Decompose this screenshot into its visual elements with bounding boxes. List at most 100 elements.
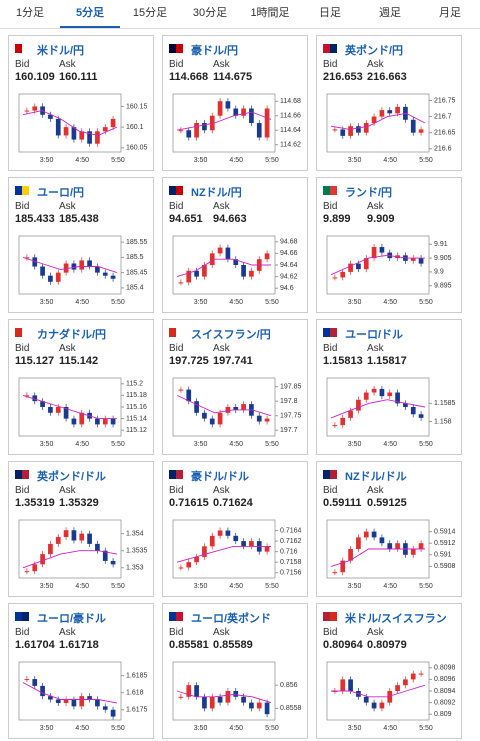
candle-body: [410, 119, 416, 133]
candle-body: [63, 407, 69, 419]
x-tick-label: 5:50: [111, 725, 125, 732]
tab[interactable]: 5分足: [60, 0, 120, 28]
ask-value: 185.438: [59, 213, 99, 225]
plot-frame: [172, 93, 276, 153]
currency-card[interactable]: NZドル/ドル Bid Ask 0.59111 0.59125 0.5914 0.5912 0…: [316, 461, 462, 597]
currency-card[interactable]: 米ドル/スイスフラン Bid Ask 0.80964 0.80979 0.8098 0.80…: [316, 603, 462, 739]
candle-body: [32, 679, 38, 686]
bid-value: 1.61704: [15, 639, 55, 651]
x-tick-label: 4:50: [383, 725, 397, 732]
x-tick-label: 5:50: [419, 299, 433, 306]
moving-average: [22, 550, 118, 569]
candle-body: [256, 123, 262, 138]
y-tick-label: 185.55: [126, 239, 148, 246]
flag: [15, 470, 29, 479]
y-tick-label: 9.895: [434, 283, 452, 290]
currency-card[interactable]: ランド/円 Bid Ask 9.899 9.909 9.91 9.905 9.9 9.895 3:…: [316, 177, 462, 313]
x-tick-label: 5:50: [419, 583, 433, 590]
bid-label: Bid: [323, 201, 338, 212]
mini-chart: 0.7164 0.7162 0.716 0.7158 0.7156 3:50 4:50 5:5…: [172, 519, 302, 590]
currency-card[interactable]: ユーロ/英ポンド Bid Ask 0.85581 0.85589 0.856 0.8558 3…: [162, 603, 308, 739]
currency-card[interactable]: 豪ドル/ドル Bid Ask 0.71615 0.71624 0.7164 0.7162 0.…: [162, 461, 308, 597]
x-tick-label: 4:50: [229, 441, 243, 448]
candle-body: [256, 702, 262, 709]
currency-card[interactable]: カナダドル/円 Bid Ask 115.127 115.142 115.2 115.18 11…: [8, 319, 154, 455]
x-tick-label: 4:50: [75, 157, 89, 164]
y-tick-label: 185.4: [126, 285, 144, 292]
x-tick-label: 4:50: [383, 441, 397, 448]
y-tick-label: 1.6175: [126, 707, 148, 714]
currency-card[interactable]: ユーロ/ドル Bid Ask 1.15813 1.15817 1.1585 1.158 3:5…: [316, 319, 462, 455]
candle-body: [418, 414, 424, 418]
mini-chart: 9.91 9.905 9.9 9.895 3:50 4:50 5:50: [326, 235, 452, 306]
currency-card[interactable]: 英ポンド/円 Bid Ask 216.653 216.663 216.75 216.7 216…: [316, 35, 462, 171]
candle-body: [186, 685, 192, 697]
bid-label: Bid: [15, 343, 30, 354]
candle-body: [40, 266, 45, 276]
candle-body: [102, 272, 108, 276]
bid-value: 94.651: [169, 213, 203, 225]
bid-value: 1.15813: [323, 355, 363, 367]
y-tick-label: 0.8092: [434, 699, 456, 706]
x-tick-label: 3:50: [194, 441, 208, 448]
candle-body: [102, 706, 108, 710]
bid-value: 0.80964: [323, 639, 363, 651]
tab[interactable]: 30分足: [192, 7, 228, 19]
y-tick-label: 114.64: [280, 127, 301, 134]
tab[interactable]: 15分足: [132, 7, 168, 19]
currency-card[interactable]: ユーロ/豪ドル Bid Ask 1.61704 1.61718 1.6185 1.618 1.…: [8, 603, 154, 739]
candle-body: [202, 265, 207, 277]
ask-value: 216.663: [367, 71, 407, 83]
pair-name: 米ドル/円: [37, 45, 85, 57]
tab[interactable]: 日足: [319, 7, 341, 19]
currency-card[interactable]: ユーロ/円 Bid Ask 185.433 185.438 185.55 185.5 185.…: [8, 177, 154, 313]
bid-label: Bid: [15, 627, 30, 638]
currency-card[interactable]: 米ドル/円 Bid Ask 160.109 160.111 160.15 160.1 160.…: [8, 35, 154, 171]
x-tick-label: 3:50: [348, 299, 362, 306]
tab[interactable]: 1時間足: [250, 7, 290, 19]
candle-body: [356, 399, 361, 411]
pair-name: ユーロ/ドル: [345, 329, 404, 341]
flag: [169, 470, 183, 479]
x-tick-label: 4:50: [75, 725, 89, 732]
x-tick-label: 3:50: [40, 583, 54, 590]
candle-body: [241, 696, 246, 703]
bid-value: 1.35319: [15, 497, 55, 509]
x-tick-label: 4:50: [383, 583, 397, 590]
tab[interactable]: 月足: [439, 7, 461, 19]
currency-card[interactable]: 英ポンド/ドル Bid Ask 1.35319 1.35329 1.354 1.3535 1.…: [8, 461, 154, 597]
candle-body: [79, 696, 85, 707]
tab[interactable]: 1分足: [15, 7, 45, 19]
candle-body: [32, 257, 38, 267]
currency-card[interactable]: 豪ドル/円 Bid Ask 114.668 114.675 114.68 114.66 114…: [162, 35, 308, 171]
mini-chart: 1.354 1.3535 1.353 3:50 4:50 5:50: [18, 519, 148, 590]
candle-body: [24, 679, 30, 681]
candle-body: [387, 691, 393, 703]
currency-card[interactable]: NZドル/円 Bid Ask 94.651 94.663 94.68 94.66 94.64 9…: [162, 177, 308, 313]
candle-body: [48, 275, 53, 282]
candle-body: [55, 118, 61, 136]
candle-body: [24, 395, 30, 397]
candle-body: [395, 392, 400, 404]
x-tick-label: 4:50: [229, 157, 243, 164]
candle-body: [217, 247, 223, 254]
ask-label: Ask: [59, 343, 76, 354]
ask-value: 9.909: [367, 213, 395, 225]
candle-body: [233, 535, 239, 542]
pair-name: 英ポンド/ドル: [37, 471, 107, 483]
y-tick-label: 185.45: [126, 269, 148, 276]
candle-body: [241, 108, 246, 116]
currency-card[interactable]: スイスフラン/円 Bid Ask 197.725 197.741 197.85 197.8 1…: [162, 319, 308, 455]
candle-body: [233, 259, 239, 265]
candle-body: [371, 247, 377, 259]
tab[interactable]: 週足: [379, 7, 401, 19]
ask-label: Ask: [59, 627, 76, 638]
candle-body: [87, 260, 92, 267]
y-tick-label: 0.591: [434, 552, 452, 559]
y-tick-label: 94.6: [280, 285, 294, 292]
y-tick-label: 0.5914: [434, 528, 456, 535]
candle-body: [95, 418, 100, 425]
y-tick-label: 9.9: [434, 269, 444, 276]
candle-body: [371, 531, 377, 538]
moving-average: [176, 394, 272, 417]
